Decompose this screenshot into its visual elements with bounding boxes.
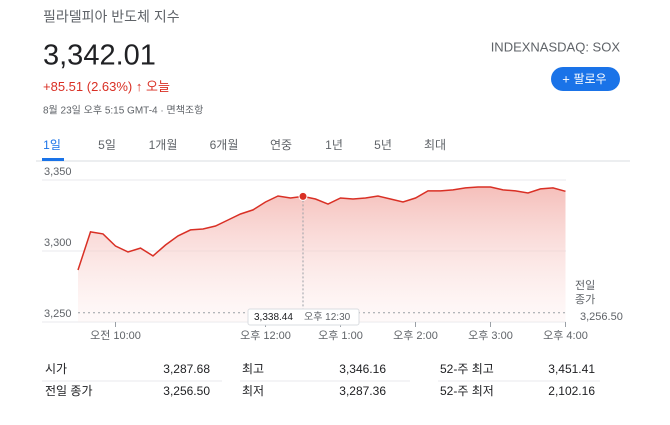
stat-value: 3,287.68 [163, 362, 210, 376]
stat-value: 3,256.50 [163, 384, 210, 398]
tab[interactable]: 6개월 [210, 138, 239, 152]
stat-label: 52-주 최고 [440, 362, 494, 376]
hover-point [298, 191, 308, 201]
ticker: INDEXNASDAQ: SOX [491, 39, 621, 54]
tab[interactable]: 최대 [424, 138, 446, 152]
stat-label: 전일 종가 [45, 384, 93, 398]
previous-close-label: 전일 [575, 278, 595, 292]
change: +85.51 (2.63%) ↑ 오늘 [43, 79, 170, 94]
price: 3,342.01 [43, 40, 156, 72]
tab[interactable]: 연중 [270, 138, 292, 152]
stat-label: 시가 [45, 362, 67, 376]
tab[interactable]: 1년 [325, 138, 343, 152]
x-tick-label: 오후 1:00 [318, 329, 363, 342]
chart: 3,250 3,300 3,350 오전 10:00 오후 12:00 오후 1:00 오후… [42, 166, 623, 342]
x-tick-label: 오후 3:00 [468, 329, 513, 342]
tooltip-time: 오후 12:30 [304, 311, 351, 323]
x-tick-label: 오전 10:00 [90, 329, 141, 342]
stat-label: 최저 [242, 384, 264, 398]
stat-label: 52-주 최저 [440, 384, 494, 398]
tooltip-value: 3,338.44 [254, 312, 293, 323]
stat-label: 최고 [242, 362, 264, 376]
tab-indicator [42, 158, 64, 161]
follow-button[interactable]: + 팔로우 [551, 67, 620, 91]
stat-value: 2,102.16 [548, 384, 595, 398]
stat-value: 3,451.41 [548, 362, 595, 376]
tooltip-box [247, 308, 360, 326]
follow-bg[interactable] [551, 67, 620, 91]
change-value: +85.51 (2.63%) [43, 79, 132, 94]
tab[interactable]: 1개월 [149, 138, 178, 152]
stat-value: 3,287.36 [339, 384, 386, 398]
x-tick-label: 오후 12:00 [240, 329, 291, 342]
change-period: 오늘 [146, 79, 170, 94]
y-tick-label: 3,350 [44, 166, 72, 178]
previous-close-value: 3,256.50 [580, 311, 623, 323]
tab[interactable]: 1일 [43, 138, 61, 152]
stats: 시가 3,287.68 최고 3,346.16 52-주 최고 3,451.41 전일 종가… [42, 362, 600, 398]
y-tick-label: 3,250 [44, 308, 72, 320]
area-fill [78, 187, 566, 322]
tabs: 1일 5일 1개월 6개월 연중 1년 5년 최대 [42, 138, 446, 161]
follow-icon[interactable]: + [562, 71, 570, 86]
tab[interactable]: 5일 [98, 138, 116, 152]
previous-close-label: 종가 [575, 293, 595, 306]
follow-label[interactable]: 팔로우 [573, 72, 606, 86]
title: 필라델피아 반도체 지수 [43, 9, 180, 25]
x-tick-label: 오후 4:00 [543, 329, 588, 342]
timestamp: 8월 23일 오후 5:15 GMT-4 · 면책조항 [43, 105, 203, 117]
change-arrow: ↑ [136, 79, 143, 94]
x-tick-label: 오후 2:00 [393, 329, 438, 342]
tab[interactable]: 5년 [374, 138, 392, 152]
stat-value: 3,346.16 [339, 362, 386, 376]
y-tick-label: 3,300 [44, 237, 72, 249]
price-line [77, 186, 566, 271]
